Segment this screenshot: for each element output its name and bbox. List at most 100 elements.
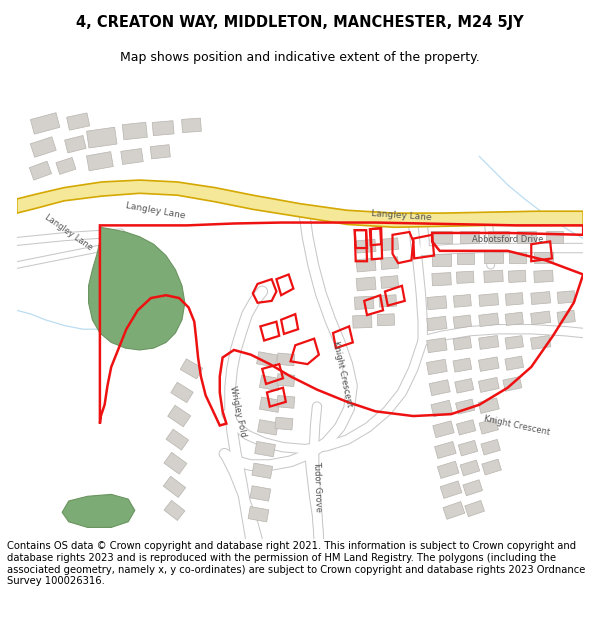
Polygon shape [479,313,499,326]
Polygon shape [457,420,476,435]
Polygon shape [167,405,191,427]
Polygon shape [163,476,185,498]
Polygon shape [505,336,523,349]
Polygon shape [56,158,76,174]
Polygon shape [379,295,397,307]
Polygon shape [484,270,503,282]
Text: Knight Crescent: Knight Crescent [331,340,354,408]
Polygon shape [67,113,90,130]
Polygon shape [488,231,509,243]
Polygon shape [164,501,185,521]
Polygon shape [557,310,575,324]
Polygon shape [534,252,553,263]
Polygon shape [257,352,277,367]
Text: Map shows position and indicative extent of the property.: Map shows position and indicative extent… [120,51,480,64]
Polygon shape [152,121,174,136]
Text: Langley Lane: Langley Lane [371,209,431,222]
Polygon shape [86,127,117,148]
Polygon shape [465,501,484,517]
Polygon shape [259,397,280,412]
Polygon shape [508,270,526,282]
Polygon shape [381,238,398,251]
Polygon shape [437,461,459,479]
Polygon shape [479,419,499,434]
Polygon shape [484,252,503,263]
Polygon shape [356,239,376,253]
Polygon shape [121,149,143,164]
Text: Contains OS data © Crown copyright and database right 2021. This information is : Contains OS data © Crown copyright and d… [7,541,586,586]
Polygon shape [377,314,395,326]
Polygon shape [182,118,202,132]
Polygon shape [257,420,278,435]
Polygon shape [17,180,583,228]
Polygon shape [255,441,275,457]
Text: Knight Crescent: Knight Crescent [483,414,551,437]
Polygon shape [248,506,269,522]
Polygon shape [479,336,499,349]
Polygon shape [455,399,475,414]
Polygon shape [457,271,474,283]
Polygon shape [356,258,376,272]
Polygon shape [460,231,479,243]
Polygon shape [478,378,499,392]
Polygon shape [547,231,563,243]
Polygon shape [180,359,203,379]
Polygon shape [505,356,524,370]
Polygon shape [89,228,185,350]
Polygon shape [431,400,452,417]
Polygon shape [275,418,293,430]
Polygon shape [457,253,473,264]
Polygon shape [429,380,450,396]
Polygon shape [509,252,526,263]
Text: Langley Lane: Langley Lane [125,201,187,221]
Polygon shape [505,312,523,326]
Polygon shape [481,439,500,455]
Polygon shape [356,277,376,291]
Polygon shape [277,396,295,408]
Polygon shape [381,257,398,269]
Polygon shape [171,382,193,402]
Polygon shape [431,231,452,243]
Polygon shape [433,421,454,437]
Polygon shape [427,296,447,310]
Polygon shape [427,359,447,374]
Polygon shape [505,292,523,306]
Polygon shape [530,311,551,324]
Text: Tudor Grove: Tudor Grove [311,461,322,512]
Polygon shape [277,353,295,366]
Polygon shape [29,161,52,180]
Polygon shape [534,270,553,282]
Polygon shape [427,316,447,331]
Polygon shape [86,152,113,171]
Polygon shape [557,291,575,304]
Polygon shape [517,231,536,243]
Polygon shape [164,452,187,474]
Polygon shape [434,441,456,459]
Text: 4, CREATON WAY, MIDDLETON, MANCHESTER, M24 5JY: 4, CREATON WAY, MIDDLETON, MANCHESTER, M… [76,16,524,31]
Polygon shape [65,136,86,153]
Polygon shape [455,379,474,393]
Polygon shape [460,460,479,476]
Polygon shape [259,376,280,391]
Polygon shape [530,336,551,349]
Polygon shape [482,459,502,475]
Polygon shape [31,112,60,134]
Polygon shape [277,374,295,386]
Polygon shape [166,429,188,450]
Polygon shape [440,481,462,498]
Polygon shape [432,254,451,266]
Text: Wrigley Fold: Wrigley Fold [228,385,247,438]
Polygon shape [531,292,551,304]
Polygon shape [453,337,472,350]
Polygon shape [432,272,451,286]
Polygon shape [381,276,398,288]
Polygon shape [62,494,135,528]
Polygon shape [453,358,472,372]
Polygon shape [250,486,271,501]
Polygon shape [122,122,148,140]
Polygon shape [478,357,499,371]
Polygon shape [454,294,472,308]
Polygon shape [478,398,499,414]
Polygon shape [355,296,374,309]
Polygon shape [443,501,465,519]
